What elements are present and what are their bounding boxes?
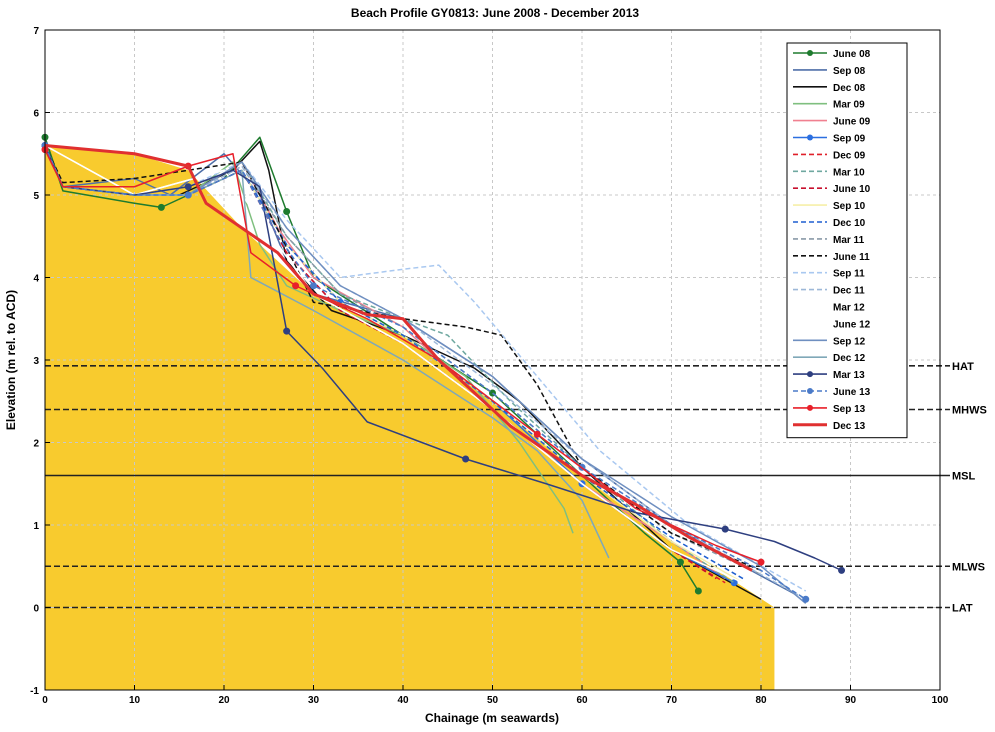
- x-tick-label: 20: [218, 695, 230, 706]
- series-point-20: [802, 595, 810, 603]
- x-tick-label: 0: [42, 695, 48, 706]
- series-point-0: [676, 558, 684, 566]
- legend-marker: [807, 404, 813, 411]
- legend-marker: [807, 50, 813, 56]
- series-point-20: [184, 191, 192, 199]
- x-tick-label: 100: [932, 695, 949, 706]
- legend-entry: Mar 11: [833, 235, 865, 246]
- reference-label-mhws: MHWS: [952, 405, 987, 417]
- y-tick-label: 5: [33, 191, 39, 202]
- legend-entry: Mar 10: [833, 167, 865, 178]
- legend-entry: Dec 10: [833, 218, 866, 229]
- legend-entry: Dec 08: [833, 83, 866, 94]
- y-tick-label: 0: [33, 604, 39, 615]
- series-point-19: [462, 455, 470, 463]
- legend-entry: June 11: [833, 252, 870, 263]
- legend-entry: June 08: [833, 49, 871, 60]
- x-tick-label: 80: [755, 695, 767, 706]
- series-line-22: [44, 144, 753, 572]
- series-point-0: [157, 203, 165, 211]
- reference-label-hat: HAT: [952, 361, 974, 373]
- series-point-0: [694, 587, 702, 595]
- legend-entry: June 13: [833, 387, 871, 398]
- legend-entry: Sep 08: [833, 66, 866, 77]
- beach-fill-area: [45, 145, 775, 690]
- legend-entry: Dec 11: [833, 286, 865, 297]
- legend-marker: [807, 134, 813, 141]
- legend-entry: Mar 09: [833, 100, 865, 111]
- series-point-0: [283, 208, 291, 215]
- legend-entry: Dec 09: [833, 150, 866, 161]
- series-line-16: [44, 144, 762, 592]
- legend-entry: Sep 13: [833, 404, 866, 415]
- legend-entry: Sep 10: [833, 201, 866, 212]
- legend-entry: Mar 13: [833, 370, 865, 381]
- y-tick-label: 2: [33, 439, 39, 450]
- reference-label-mlws: MLWS: [952, 561, 985, 573]
- legend-entry: Sep 11: [833, 269, 865, 280]
- legend-marker: [807, 371, 813, 378]
- series-point-19: [721, 525, 729, 533]
- x-tick-label: 70: [666, 695, 678, 706]
- y-axis-label: Elevation (m rel. to ACD): [4, 290, 18, 430]
- reference-label-msl: MSL: [952, 471, 976, 483]
- x-tick-label: 10: [129, 695, 141, 706]
- y-tick-label: -1: [30, 686, 39, 697]
- legend-entry: Sep 12: [833, 336, 866, 347]
- legend-entry: Sep 09: [833, 134, 866, 145]
- x-axis-label: Chainage (m seawards): [425, 711, 559, 725]
- reference-label-lat: LAT: [952, 603, 973, 615]
- legend: June 08 Sep 08 Dec 08 Mar 09 June 09 Sep 09 De…: [786, 42, 908, 439]
- series-point-20: [310, 282, 317, 290]
- legend-box: [786, 42, 908, 439]
- y-tick-label: 6: [33, 109, 39, 120]
- legend-entry: Dec 12: [833, 353, 866, 364]
- chart-title: Beach Profile GY0813: June 2008 - Decemb…: [351, 6, 639, 20]
- x-tick-label: 60: [576, 695, 588, 706]
- series-point-21: [757, 558, 765, 566]
- x-tick-label: 30: [308, 695, 320, 706]
- legend-entry: Dec 13: [833, 421, 866, 432]
- x-tick-label: 50: [487, 695, 499, 706]
- y-tick-label: 4: [33, 274, 39, 285]
- series-line-0: [44, 136, 699, 592]
- legend-marker: [807, 388, 813, 394]
- series-point-19: [838, 566, 846, 574]
- series-line-19: [44, 145, 842, 572]
- legend-entry: June 09: [833, 117, 871, 128]
- legend-entry: June 12: [833, 319, 871, 330]
- legend-entry: June 10: [833, 184, 871, 195]
- series-point-21: [292, 282, 300, 290]
- x-tick-label: 90: [845, 695, 857, 706]
- y-tick-label: 3: [33, 356, 39, 367]
- series-point-19: [184, 183, 192, 191]
- x-tick-label: 40: [397, 695, 409, 706]
- y-tick-label: 7: [33, 26, 39, 37]
- series-point-19: [283, 327, 291, 335]
- y-tick-label: 1: [33, 521, 39, 532]
- series-point-21: [533, 430, 541, 438]
- legend-entry: Mar 12: [833, 303, 865, 314]
